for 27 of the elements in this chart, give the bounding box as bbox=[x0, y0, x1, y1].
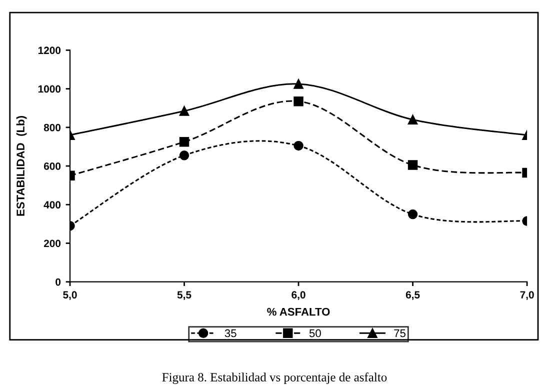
text: Figura 8. Estabilidad vs porcentaje de asfalto bbox=[162, 372, 387, 384]
legend-label: 75 bbox=[394, 329, 406, 338]
y-tick-label: 1000 bbox=[38, 85, 61, 93]
y-tick-label: 1200 bbox=[38, 46, 61, 54]
point bbox=[408, 114, 418, 125]
y-tick-label: 600 bbox=[44, 162, 61, 170]
x-tick-label: 6,0 bbox=[292, 291, 306, 300]
point bbox=[408, 209, 418, 220]
y-tick-label: 400 bbox=[44, 201, 61, 208]
point bbox=[179, 150, 190, 160]
point bbox=[179, 106, 190, 116]
point bbox=[408, 160, 418, 170]
point bbox=[179, 137, 190, 147]
point bbox=[294, 96, 304, 106]
point bbox=[294, 140, 304, 151]
x-tick-label: 5,5 bbox=[177, 291, 192, 300]
legend-label: 35 bbox=[224, 329, 236, 338]
y-axis-title: ESTABILIDAD (Lb) bbox=[16, 116, 27, 216]
y-tick-label: 200 bbox=[44, 240, 61, 248]
x-tick-label: 7,0 bbox=[520, 291, 534, 300]
legend-label: 50 bbox=[309, 329, 321, 338]
y-tick-label: 0 bbox=[56, 278, 61, 286]
x-tick-label: 5,0 bbox=[63, 291, 77, 300]
x-axis-title: % ASFALTO bbox=[267, 308, 330, 316]
x-tick-label: 6,5 bbox=[406, 291, 420, 300]
point bbox=[294, 79, 304, 89]
y-tick-label: 800 bbox=[44, 124, 61, 132]
